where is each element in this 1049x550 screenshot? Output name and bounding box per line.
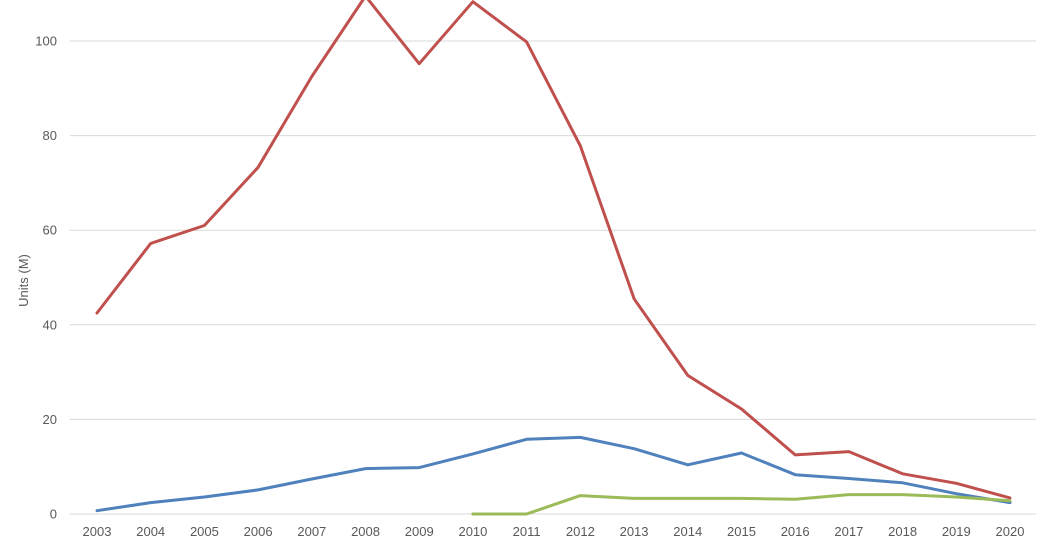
x-tick-label: 2003: [83, 524, 112, 539]
x-tick-label: 2011: [513, 524, 541, 539]
x-tick-label: 2005: [190, 524, 219, 539]
x-tick-label: 2004: [136, 524, 165, 539]
x-tick-label: 2013: [620, 524, 649, 539]
x-tick-label: 2007: [297, 524, 326, 539]
x-tick-label: 2020: [996, 524, 1025, 539]
x-tick-label: 2009: [405, 524, 434, 539]
x-tick-label: 2012: [566, 524, 595, 539]
x-tick-label: 2019: [942, 524, 971, 539]
y-axis-tick-labels: 0 20 40 60 80 100: [35, 34, 57, 522]
x-tick-label: 2006: [244, 524, 273, 539]
x-tick-label: 2018: [888, 524, 917, 539]
series-lines: [95, 0, 1012, 516]
x-tick-label: 2014: [673, 524, 702, 539]
y-tick-label: 40: [43, 317, 57, 332]
y-axis-title: Units (M): [16, 254, 31, 307]
x-tick-label: 2017: [834, 524, 863, 539]
x-tick-label: 2008: [351, 524, 380, 539]
series-line-2: [95, 435, 1012, 513]
y-tick-label: 100: [35, 34, 57, 49]
x-tick-label: 2015: [727, 524, 756, 539]
x-tick-label: 2016: [781, 524, 810, 539]
y-tick-label: 60: [43, 223, 57, 238]
y-tick-label: 80: [43, 128, 57, 143]
series-line-3: [471, 493, 1012, 516]
y-tick-label: 20: [43, 412, 57, 427]
gridlines: [70, 40, 1036, 515]
y-tick-label: 0: [50, 507, 57, 522]
x-tick-label: 2010: [458, 524, 487, 539]
x-axis-tick-labels: 2003 2004 2005 2006 2007 2008 2009 2010 2011 2012…: [83, 524, 1025, 539]
series-line-1: [95, 0, 1012, 500]
